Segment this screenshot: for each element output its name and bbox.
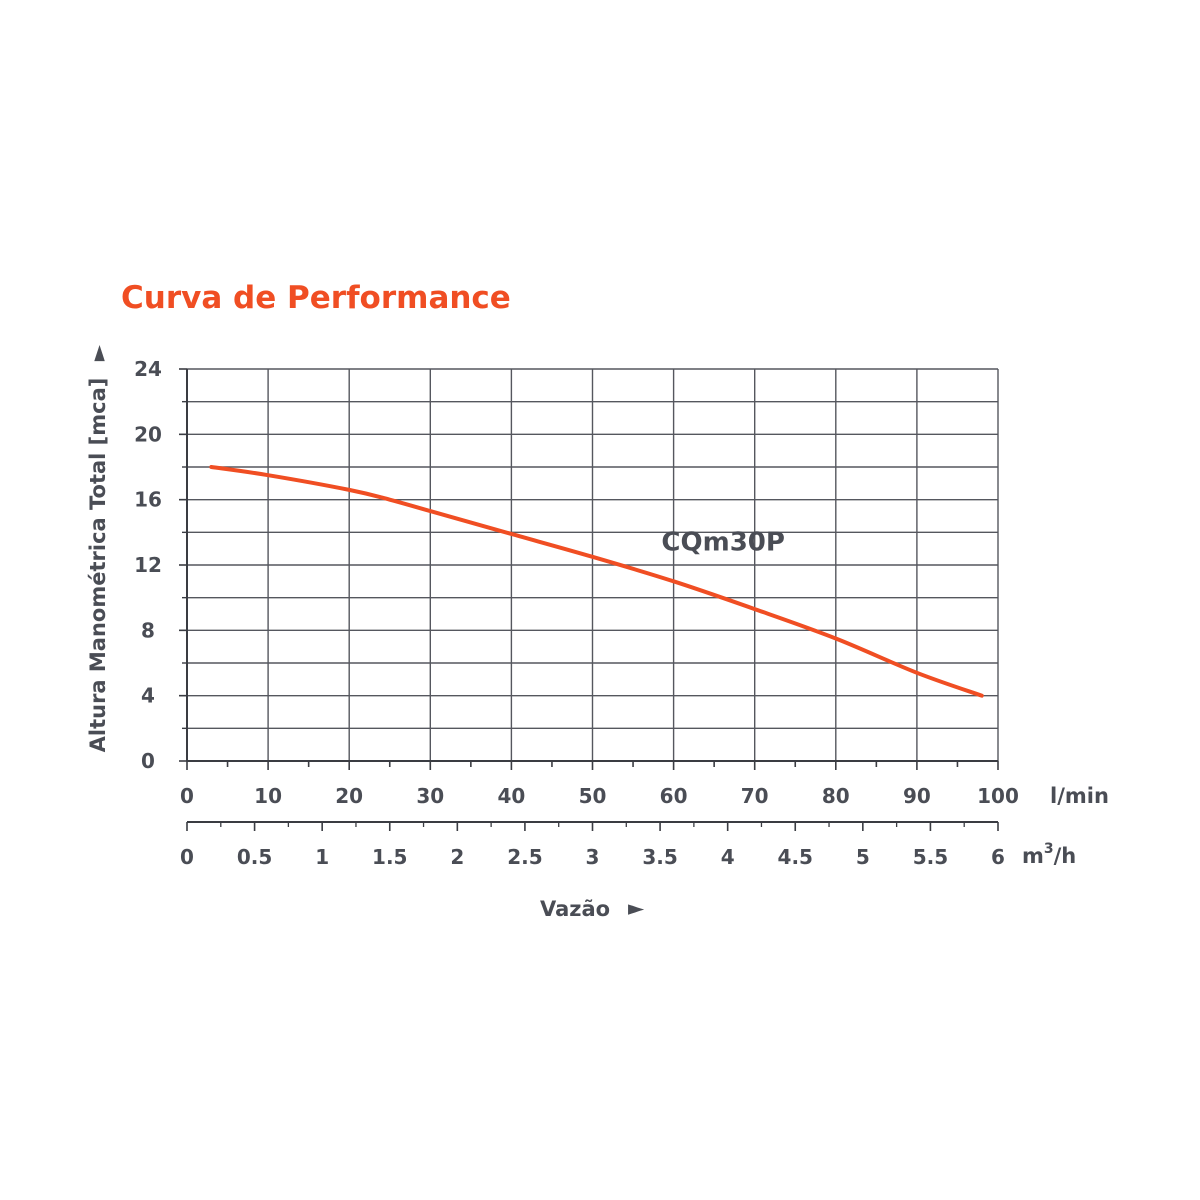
y-tick-label: 8 [141, 618, 155, 642]
secondary-x-tick-label: 0.5 [237, 845, 272, 869]
x-axis-label: Vazão [540, 897, 610, 921]
secondary-x-tick-label: 4 [721, 845, 735, 869]
x-tick-label: 20 [335, 784, 363, 808]
secondary-x-tick-label: 2.5 [507, 845, 542, 869]
chart-grid [187, 368, 999, 761]
chart-title: Curva de Performance [121, 280, 511, 316]
x-tick-label: 90 [903, 784, 931, 808]
y-tick-label: 12 [134, 553, 162, 577]
secondary-x-tick-label: 3 [586, 845, 600, 869]
secondary-x-axis-unit: m3/h [1022, 841, 1076, 868]
series-line-CQm30P [209, 465, 984, 698]
secondary-x-tick-label: 1 [315, 845, 329, 869]
y-axis-label: Altura Manométrica Total [mca] [86, 378, 110, 753]
secondary-x-tick-label: 3.5 [642, 845, 677, 869]
y-tick-label: 24 [134, 357, 162, 381]
series-label: CQm30P [661, 527, 785, 557]
x-tick-label: 30 [416, 784, 444, 808]
y-axis-arrow-icon: ► [86, 344, 110, 361]
x-tick-label: 100 [977, 784, 1019, 808]
secondary-x-tick-label: 6 [991, 845, 1005, 869]
y-tick-label: 0 [141, 749, 155, 773]
x-axis-arrow-icon: ► [628, 896, 645, 920]
secondary-x-tick-label: 2 [450, 845, 464, 869]
y-tick-label: 20 [134, 422, 162, 446]
y-tick-label: 4 [141, 684, 155, 708]
secondary-x-tick-label: 0 [180, 845, 194, 869]
x-tick-label: 50 [579, 784, 607, 808]
secondary-unit-tail: /h [1054, 844, 1077, 868]
secondary-x-tick-label: 5 [856, 845, 870, 869]
x-axis-unit: l/min [1050, 784, 1109, 808]
secondary-x-tick-label: 4.5 [778, 845, 813, 869]
secondary-x-tick-label: 5.5 [913, 845, 948, 869]
x-tick-label: 60 [660, 784, 688, 808]
x-tick-label: 10 [254, 784, 282, 808]
chart-series: CQm30P [209, 465, 984, 698]
secondary-unit-sup: 3 [1044, 841, 1054, 857]
x-tick-label: 0 [180, 784, 194, 808]
secondary-x-tick-label: 1.5 [372, 845, 407, 869]
x-tick-label: 70 [741, 784, 769, 808]
x-tick-label: 80 [822, 784, 850, 808]
y-tick-label: 16 [134, 488, 162, 512]
x-tick-label: 40 [497, 784, 525, 808]
secondary-unit-base: m [1022, 844, 1044, 868]
